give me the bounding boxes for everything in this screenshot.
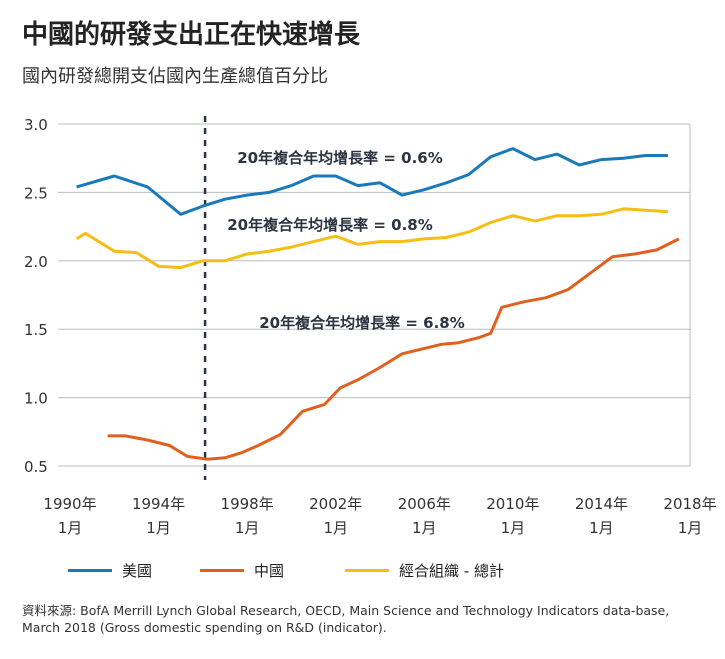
x-tick-label: 1994年 <box>132 495 185 513</box>
growth-rate-annotation: 20年複合年均增長率 = 6.8% <box>259 314 465 332</box>
legend-swatch-us <box>68 569 112 572</box>
legend-item-china: 中國 <box>200 560 284 581</box>
y-tick-label: 2.5 <box>24 184 48 202</box>
legend-item-oecd: 經合組織 - 總計 <box>345 560 504 581</box>
x-tick-label: 2006年 <box>398 495 451 513</box>
growth-rate-annotation: 20年複合年均增長率 = 0.6% <box>237 149 443 167</box>
legend: 美國 中國 經合組織 - 總計 <box>0 560 725 584</box>
x-tick-label: 2018年 <box>663 495 716 513</box>
x-tick-label: 1月 <box>235 519 260 537</box>
source-note: 資料來源: BofA Merrill Lynch Global Research… <box>22 603 670 635</box>
x-tick-label: 1月 <box>501 519 526 537</box>
chart-subtitle: 國內研發總開支佔國內生產總值百分比 <box>22 66 328 87</box>
annotation-layer: 20年複合年均增長率 = 0.6% 20年複合年均增長率 = 0.8% 20年複合年… <box>227 149 465 332</box>
x-tick-label: 1990年 <box>43 495 96 513</box>
x-tick-label: 2002年 <box>309 495 362 513</box>
series-line <box>76 147 668 216</box>
x-tick-label: 1月 <box>589 519 614 537</box>
y-tick-label: 2.0 <box>24 253 48 271</box>
y-tick-label: 1.5 <box>24 321 48 339</box>
series-line <box>107 237 680 461</box>
y-tick-label: 0.5 <box>24 458 48 476</box>
growth-rate-annotation: 20年複合年均增長率 = 0.8% <box>227 216 433 234</box>
x-tick-label: 1月 <box>323 519 348 537</box>
line-chart: 0.5 1.0 1.5 2.0 2.5 3.0 1990年 1月 1994年 1月 1998年 1月 2… <box>24 116 717 537</box>
legend-label-china: 中國 <box>254 562 285 580</box>
x-tick-label: 2010年 <box>486 495 539 513</box>
legend-label-us: 美國 <box>122 562 153 580</box>
y-tick-label: 3.0 <box>24 116 48 134</box>
y-tick-label: 1.0 <box>24 390 48 408</box>
x-tick-label: 2014年 <box>575 495 628 513</box>
x-tick-label: 1月 <box>412 519 437 537</box>
grid-layer <box>58 116 691 480</box>
x-tick-label: 1月 <box>58 519 83 537</box>
x-tick-label: 1月 <box>146 519 171 537</box>
legend-swatch-oecd <box>345 569 389 572</box>
x-tick-label: 1月 <box>678 519 703 537</box>
axis-layer: 0.5 1.0 1.5 2.0 2.5 3.0 1990年 1月 1994年 1月 1998年 1月 2… <box>24 116 717 537</box>
chart-title: 中國的研發支出正在快速增長 <box>22 20 361 50</box>
series-line <box>75 207 668 270</box>
legend-item-us: 美國 <box>68 560 152 581</box>
series-layer <box>75 147 680 461</box>
x-tick-label: 1998年 <box>221 495 274 513</box>
legend-label-oecd: 經合組織 - 總計 <box>399 562 504 580</box>
legend-swatch-china <box>200 569 244 572</box>
